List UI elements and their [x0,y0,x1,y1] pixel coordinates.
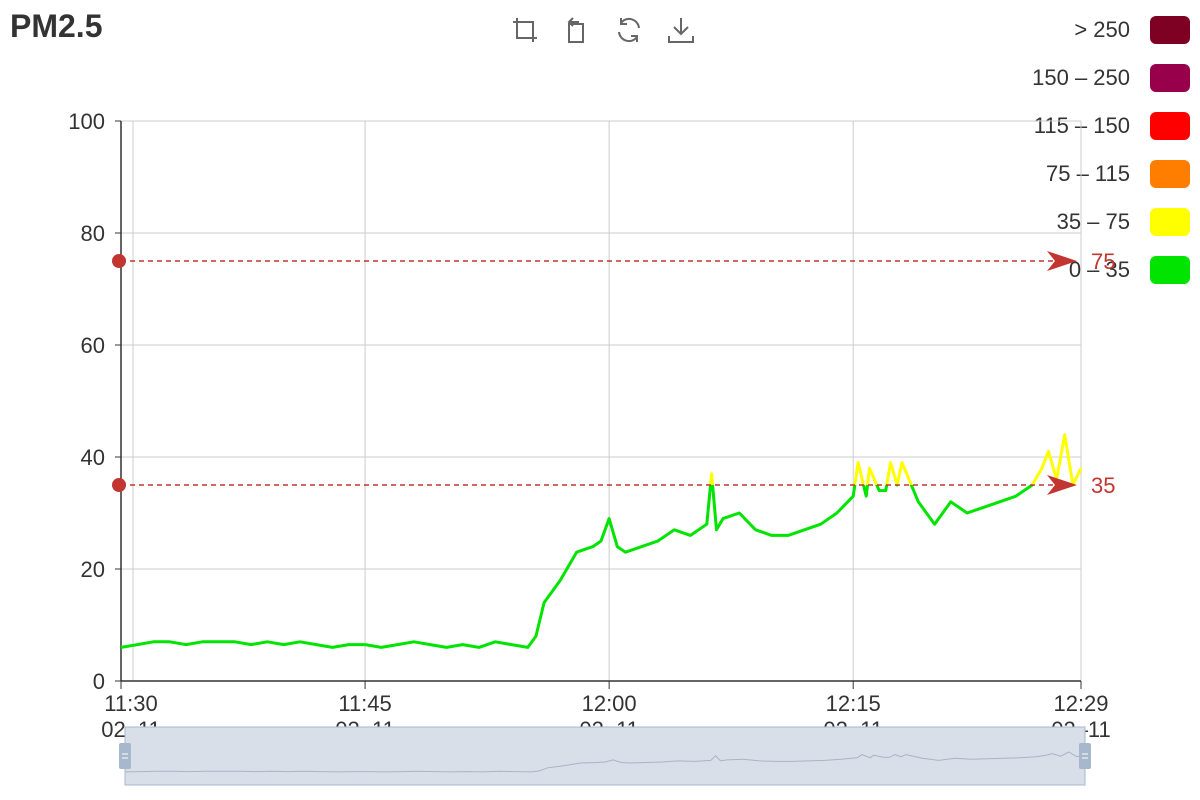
chart-title: PM2.5 [10,8,103,44]
data-zoom-handle[interactable] [1079,743,1091,769]
mark-line-arrow [1047,475,1077,495]
legend-label: 0 – 35 [1068,257,1130,282]
legend-label: > 250 [1074,17,1130,42]
y-tick-label: 80 [81,221,105,246]
legend-item[interactable]: > 250 [1032,6,1190,54]
mark-line-start-dot [112,478,126,492]
mark-line-label: 35 [1091,473,1115,498]
mark-line-label: 75 [1091,249,1115,274]
legend-swatch [1150,16,1190,44]
data-zoom-track [124,726,1086,786]
data-zoom-slider[interactable] [119,726,1091,786]
legend-label: 115 – 150 [1033,113,1130,138]
x-tick-label-time: 12:00 [582,691,637,716]
legend-swatch [1150,160,1190,188]
mark-line-arrow [1047,251,1077,271]
legend-item[interactable]: 115 – 150 [1032,102,1190,150]
legend-item[interactable]: 75 – 115 [1032,150,1190,198]
legend-label: 150 – 250 [1032,65,1130,90]
legend-swatch [1150,64,1190,92]
data-zoom-handle[interactable] [119,743,131,769]
legend-item[interactable]: 0 – 35 [1032,246,1190,294]
legend-label: 75 – 115 [1045,161,1130,186]
legend-swatch [1150,208,1190,236]
mark-line-start-dot [112,254,126,268]
legend-label: 35 – 75 [1056,209,1130,234]
y-tick-label: 40 [81,445,105,470]
y-tick-label: 100 [68,109,105,134]
x-tick-label-time: 12:29 [1053,691,1108,716]
y-tick-label: 60 [81,333,105,358]
x-tick-label-time: 11:30 [104,691,157,716]
legend-item[interactable]: 35 – 75 [1032,198,1190,246]
x-tick-label-time: 12:15 [826,691,881,716]
legend-swatch [1150,112,1190,140]
visual-map-legend: > 250 150 – 250 115 – 150 75 – 115 35 – 75 0 … [1032,6,1190,294]
zoom-reset-icon[interactable] [557,10,597,50]
download-icon[interactable] [661,10,701,50]
y-tick-label: 0 [93,669,105,694]
series-line [120,433,1083,649]
legend-swatch [1150,256,1190,284]
toolbox [505,10,701,50]
y-tick-label: 20 [81,557,105,582]
data-zoom-preview [124,751,1086,773]
legend-item[interactable]: 150 – 250 [1032,54,1190,102]
x-tick-label-time: 11:45 [338,691,391,716]
restore-icon[interactable] [609,10,649,50]
zoom-icon[interactable] [505,10,545,50]
